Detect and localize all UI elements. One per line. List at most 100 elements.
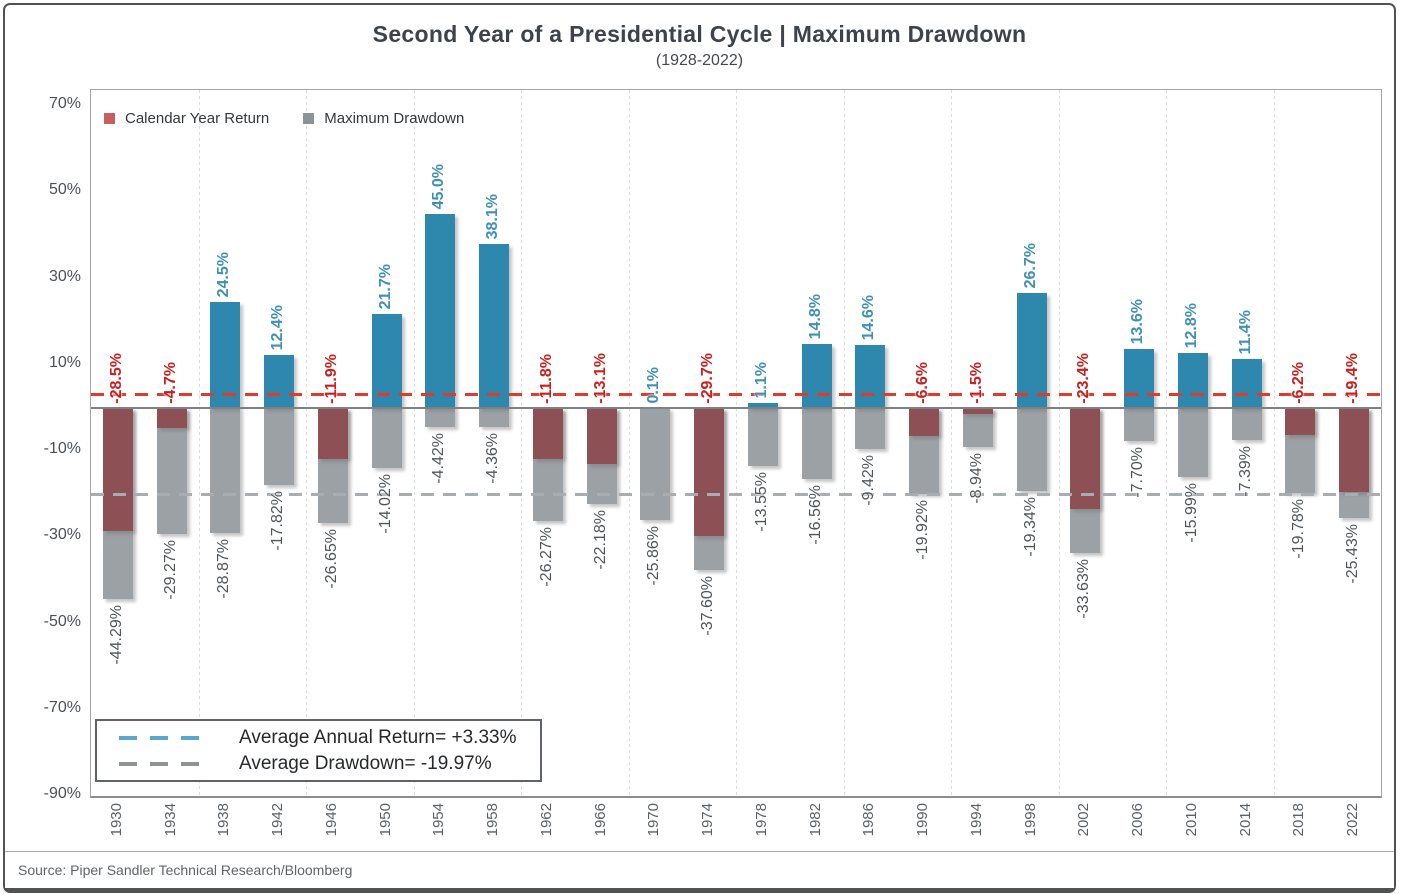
return-bar <box>855 345 885 408</box>
return-bar <box>318 408 348 459</box>
drawdown-bar <box>855 408 885 449</box>
y-tick-label: 30% <box>48 267 81 285</box>
return-bar <box>479 244 509 408</box>
zero-axis-line <box>91 407 1381 409</box>
return-label: 38.1% <box>484 193 501 239</box>
drawdown-label: -7.39% <box>1237 446 1254 497</box>
x-tick-year-label: 1970 <box>645 803 662 837</box>
drawdown-label: -37.60% <box>699 576 716 636</box>
return-series-label: Calendar Year Return <box>125 109 270 127</box>
x-tick-year-label: 2006 <box>1129 803 1146 837</box>
return-bar <box>694 408 724 536</box>
drawdown-bar <box>1178 408 1208 477</box>
x-tick-year-label: 2002 <box>1075 803 1092 837</box>
x-tick-year-label: 1990 <box>914 803 931 837</box>
x-tick-year-label: 1978 <box>753 803 770 837</box>
x-tick-year-label: 1942 <box>269 803 286 837</box>
drawdown-label: -19.34% <box>1022 497 1039 557</box>
return-bar <box>1339 408 1369 492</box>
y-tick-label: -70% <box>43 698 81 716</box>
chart-title: Second Year of a Presidential Cycle | Ma… <box>372 21 1027 47</box>
average-return-dash-icon <box>119 735 211 740</box>
return-bar <box>1285 408 1315 435</box>
x-tick-year-label: 1930 <box>108 803 125 837</box>
x-tick-year-label: 1958 <box>484 803 501 837</box>
return-label: -1.5% <box>968 362 985 404</box>
x-tick-year-label: 1962 <box>538 803 555 837</box>
return-bar <box>533 408 563 459</box>
vertical-gridline <box>414 90 415 796</box>
drawdown-label: -33.63% <box>1075 559 1092 619</box>
average-drawdown-line <box>91 493 1381 496</box>
x-tick-year-label: 1982 <box>807 803 824 837</box>
x-tick-year-label: 2014 <box>1237 803 1254 837</box>
drawdown-label: -17.82% <box>269 491 286 551</box>
x-tick-year-label: 1938 <box>215 803 232 837</box>
drawdown-label: -13.55% <box>753 472 770 532</box>
drawdown-label: -8.94% <box>968 453 985 504</box>
drawdown-bar <box>1124 408 1154 441</box>
drawdown-bar <box>372 408 402 468</box>
drawdown-label: -26.65% <box>323 529 340 589</box>
return-bar <box>802 344 832 408</box>
drawdown-label: -9.42% <box>860 455 877 506</box>
x-tick-year-label: 1934 <box>162 803 179 837</box>
return-label: -19.4% <box>1344 353 1361 404</box>
return-label: -6.2% <box>1290 362 1307 404</box>
drawdown-bar <box>264 408 294 485</box>
vertical-gridline <box>199 90 200 796</box>
x-tick-year-label: 2022 <box>1344 803 1361 837</box>
x-tick-year-label: 2018 <box>1290 803 1307 837</box>
drawdown-label: -7.70% <box>1129 447 1146 498</box>
series-legend: Calendar Year Return Maximum Drawdown <box>104 108 464 128</box>
drawdown-bar <box>802 408 832 479</box>
drawdown-label: -29.27% <box>162 540 179 600</box>
return-bar <box>157 408 187 428</box>
drawdown-series-label: Maximum Drawdown <box>324 109 465 127</box>
y-tick-label: -10% <box>43 440 81 458</box>
drawdown-label: -25.43% <box>1344 524 1361 584</box>
return-label: 13.6% <box>1129 298 1146 344</box>
return-bar <box>587 408 617 464</box>
return-bar <box>372 314 402 408</box>
return-label: 14.8% <box>807 293 824 339</box>
x-tick-year-label: 1986 <box>860 803 877 837</box>
chart-frame: Second Year of a Presidential Cycle | Ma… <box>3 3 1396 893</box>
drawdown-label: -15.99% <box>1183 483 1200 543</box>
return-series-swatch-icon <box>104 112 115 124</box>
return-label: 12.4% <box>269 304 286 350</box>
x-tick-year-label: 1966 <box>592 803 609 837</box>
drawdown-label: -14.02% <box>377 474 394 534</box>
return-bar <box>103 408 133 531</box>
average-legend-box: Average Annual Return= +3.33% Average Dr… <box>95 719 542 782</box>
return-bar <box>210 302 240 408</box>
return-label: -28.5% <box>108 353 125 404</box>
drawdown-series-swatch-icon <box>303 112 315 124</box>
y-tick-label: -90% <box>43 785 81 803</box>
return-bar <box>1017 293 1047 408</box>
y-tick-label: -50% <box>43 612 81 630</box>
x-tick-year-label: 1994 <box>968 803 985 837</box>
drawdown-label: -26.27% <box>538 527 555 587</box>
plot-area: -28.5% -44.29% -4.7% -29.27% 24.5% -28.87% 12.… <box>90 89 1382 798</box>
y-tick-label: -30% <box>43 526 81 544</box>
drawdown-bar <box>963 408 993 447</box>
return-label: -13.1% <box>592 353 609 404</box>
return-bar <box>1070 408 1100 509</box>
return-label: 24.5% <box>215 251 232 297</box>
average-drawdown-dash-icon <box>119 761 211 766</box>
drawdown-label: -4.36% <box>484 433 501 484</box>
return-bar <box>748 403 778 408</box>
y-tick-label: 50% <box>48 181 81 199</box>
return-bar <box>264 355 294 408</box>
vertical-gridline <box>306 90 307 796</box>
drawdown-label: -44.29% <box>108 605 125 665</box>
return-bar <box>909 408 939 436</box>
average-return-line <box>91 393 1381 396</box>
return-bar <box>1124 349 1154 408</box>
vertical-gridline <box>951 90 952 796</box>
drawdown-bar <box>210 408 240 533</box>
vertical-gridline <box>1166 90 1167 796</box>
drawdown-label: -25.86% <box>645 526 662 586</box>
return-label: 1.1% <box>753 361 770 398</box>
